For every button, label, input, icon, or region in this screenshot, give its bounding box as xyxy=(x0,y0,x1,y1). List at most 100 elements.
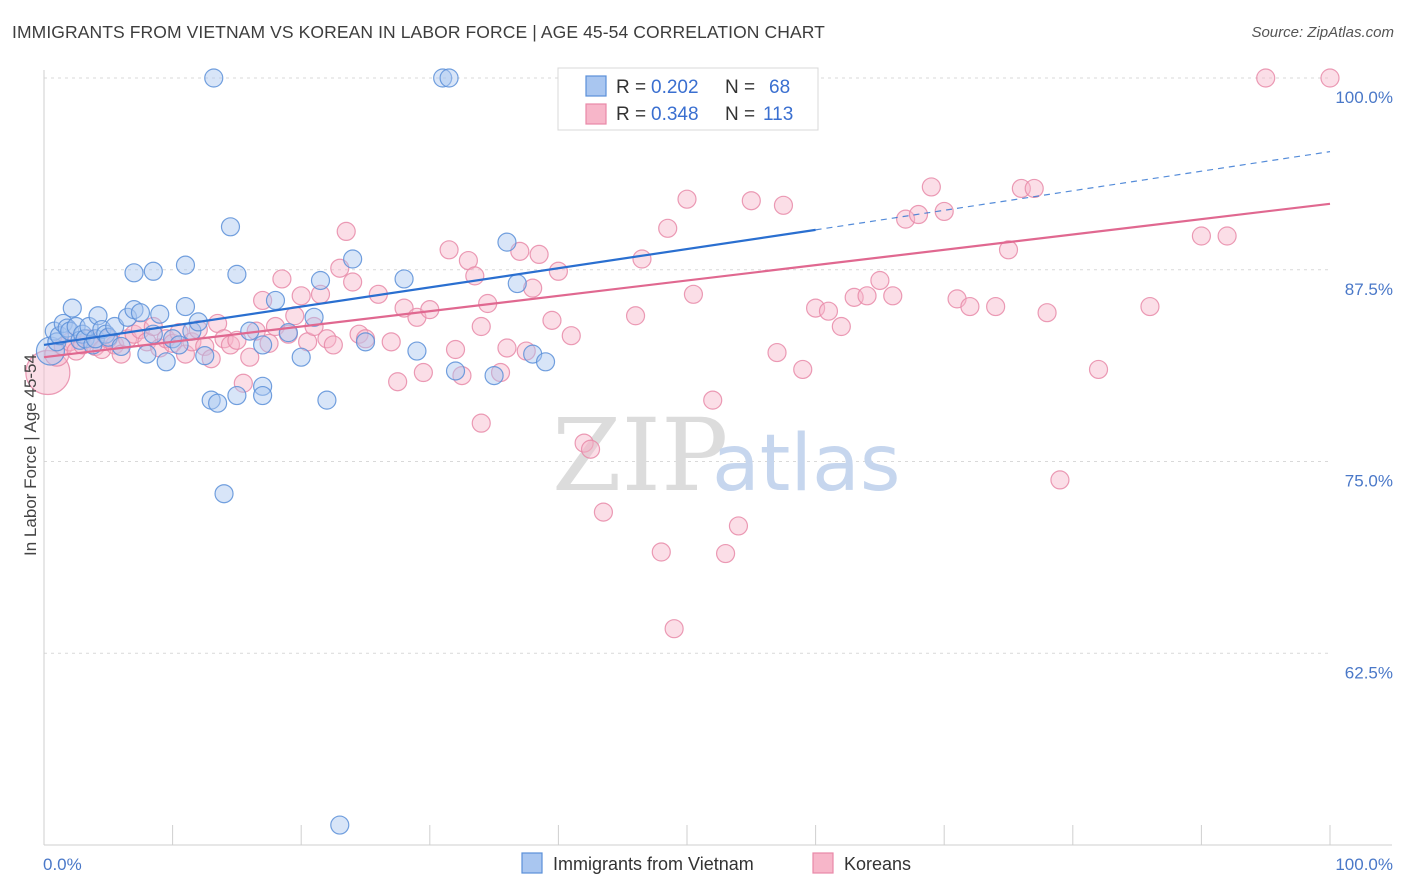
korean-point-110 xyxy=(1037,303,1057,323)
vietnam-point-29 xyxy=(169,335,189,355)
korean-point-115 xyxy=(1217,226,1237,246)
vietnam-point-24 xyxy=(137,344,157,364)
korean-point-70 xyxy=(542,310,562,330)
vietnam-point-50 xyxy=(253,385,273,406)
korean-point-89 xyxy=(741,191,761,211)
legend-swatch-vietnam xyxy=(585,75,607,97)
vietnam-point-46 xyxy=(124,263,144,283)
korean-point-91 xyxy=(773,195,794,215)
vietnam-point-61 xyxy=(445,361,466,381)
bottom-legend-swatch-vietnam xyxy=(521,852,543,874)
source-credit: Source: ZipAtlas.com xyxy=(1251,24,1394,41)
chart-title: IMMIGRANTS FROM VIETNAM VS KOREAN IN LAB… xyxy=(12,22,825,42)
korean-trend-line xyxy=(43,202,1331,359)
watermark-zip: ZIP xyxy=(552,397,728,514)
korean-point-76 xyxy=(593,502,614,522)
korean-point-46 xyxy=(336,221,356,241)
korean-point-107 xyxy=(998,240,1019,260)
korean-point-55 xyxy=(413,362,433,383)
korean-point-65 xyxy=(497,338,517,358)
vietnam-point-64 xyxy=(507,273,527,294)
korean-point-106 xyxy=(986,296,1006,317)
vietnam-point-44 xyxy=(291,347,311,367)
korean-point-97 xyxy=(857,286,877,306)
korean-point-116 xyxy=(1256,68,1276,88)
korean-point-80 xyxy=(651,542,671,562)
korean-point-92 xyxy=(793,359,813,380)
bottom-legend-label-vietnam: Immigrants from Vietnam xyxy=(553,854,754,874)
vietnam-point-48 xyxy=(204,68,224,88)
vietnam-point-49 xyxy=(253,335,273,355)
y-tick-labels: 62.5% 75.0% 87.5% 100.0% xyxy=(1335,88,1393,682)
korean-point-114 xyxy=(1191,226,1212,246)
trend-lines xyxy=(43,151,1331,359)
korean-point-100 xyxy=(896,209,916,229)
vietnam-point-47 xyxy=(175,255,196,275)
y-tick-label-0: 62.5% xyxy=(1345,663,1393,682)
korean-point-39 xyxy=(291,286,311,306)
vietnam-trend-line xyxy=(43,228,816,347)
y-axis-label: In Labor Force | Age 45-54 xyxy=(21,354,40,556)
legend-r-label-korean: R = xyxy=(616,104,646,125)
bottom-legend-label-korean: Koreans xyxy=(844,854,911,874)
bottom-legend-swatch-korean xyxy=(812,852,834,874)
korean-point-74 xyxy=(580,439,601,459)
korean-point-95 xyxy=(831,316,851,337)
vietnam-point-7 xyxy=(62,298,82,318)
korean-point-88 xyxy=(728,516,749,536)
bottom-legend: Immigrants from Vietnam Koreans xyxy=(521,852,911,874)
x-tick-label-0: 0.0% xyxy=(43,855,82,874)
korean-point-36 xyxy=(272,269,292,289)
korean-point-105 xyxy=(960,296,980,317)
korean-point-113 xyxy=(1140,296,1160,317)
vietnam-point-37 xyxy=(220,217,241,237)
vietnam-point-27 xyxy=(156,352,176,372)
korean-point-82 xyxy=(664,619,684,639)
korean-point-62 xyxy=(471,316,491,337)
legend-n-value-vietnam: 68 xyxy=(769,77,790,98)
korean-point-102 xyxy=(921,177,941,197)
korean-point-69 xyxy=(529,244,549,265)
y-tick-label-1: 75.0% xyxy=(1345,472,1393,491)
vietnam-point-38 xyxy=(227,264,247,284)
korean-point-47 xyxy=(343,272,363,292)
korean-point-98 xyxy=(870,270,890,291)
korean-point-90 xyxy=(767,342,787,363)
vietnam-point-3 xyxy=(49,326,70,346)
korean-point-75 xyxy=(471,413,491,433)
vietnam-point-45 xyxy=(143,261,163,281)
y-tick-label-2: 87.5% xyxy=(1345,280,1393,299)
korean-point-71 xyxy=(548,261,569,281)
vietnam-point-66 xyxy=(535,352,556,372)
vietnam-trend-extension xyxy=(815,151,1331,231)
korean-point-78 xyxy=(625,306,646,326)
vietnam-point-60 xyxy=(439,68,459,88)
legend-n-label-korean: N = xyxy=(725,104,755,125)
x-tick-label-1: 100.0% xyxy=(1335,855,1393,874)
vietnam-point-59 xyxy=(433,68,453,88)
watermark-atlas: atlas xyxy=(712,419,901,509)
korean-point-72 xyxy=(561,326,581,346)
vietnam-point-53 xyxy=(343,249,363,269)
vietnam-point-42 xyxy=(265,290,286,311)
korean-point-117 xyxy=(1320,68,1340,88)
vietnam-point-52 xyxy=(310,270,331,291)
korean-point-109 xyxy=(1024,178,1044,199)
korean-point-51 xyxy=(381,332,401,352)
korean-point-87 xyxy=(715,543,736,564)
vietnam-point-54 xyxy=(317,390,337,410)
vietnam-point-57 xyxy=(394,269,414,289)
korean-point-99 xyxy=(883,286,903,306)
vietnam-point-21 xyxy=(117,307,138,327)
korean-point-84 xyxy=(683,284,704,304)
korean-point-112 xyxy=(1088,359,1109,380)
korean-point-58 xyxy=(445,339,466,360)
legend-n-label-vietnam: N = xyxy=(725,77,755,98)
vietnam-point-51 xyxy=(304,307,324,327)
vietnam-point-40 xyxy=(227,385,247,406)
vietnam-point-33 xyxy=(195,346,215,366)
vietnam-point-55 xyxy=(330,815,350,835)
korean-point-30 xyxy=(233,373,253,393)
legend-r-value-korean: 0.348 xyxy=(651,104,699,125)
korean-point-57 xyxy=(439,240,459,260)
